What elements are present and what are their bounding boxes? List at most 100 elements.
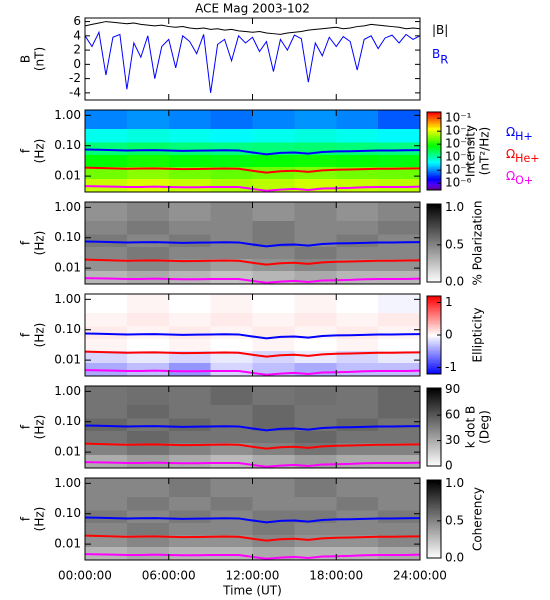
colorbar-step (427, 250, 441, 253)
colorbar-step (427, 406, 441, 408)
y-tick-label: 0.10 (54, 230, 81, 244)
heat-cell (336, 522, 379, 535)
y-tick-label: 1.00 (54, 292, 81, 306)
colorbar-step (427, 541, 441, 543)
heat-cell (252, 534, 295, 548)
colorbar-step (427, 402, 441, 405)
heat-cell (126, 313, 169, 327)
heat-cell (252, 350, 295, 364)
colorbar-step (427, 542, 441, 545)
colorbar-step (427, 550, 441, 552)
colorbar-step (427, 222, 441, 224)
heat-cell (126, 338, 169, 351)
colorbar-step (427, 533, 441, 536)
y-tick-label: 0.01 (54, 353, 81, 367)
colorbar-tick-label: 0 (445, 459, 453, 473)
colorbar-step (427, 370, 441, 372)
y-tick-label: 0.10 (54, 322, 81, 336)
heat-cell (210, 246, 253, 259)
colorbar-step (427, 117, 441, 119)
colorbar-step (427, 169, 441, 171)
colorbar-step (427, 486, 441, 489)
ion-line (84, 148, 421, 156)
legend-label: ΩHe+ (506, 147, 540, 166)
legend-name: |B| (432, 23, 448, 37)
colorbar-step (427, 183, 441, 186)
y-tick-label: 0 (73, 57, 81, 71)
colorbar-step (427, 126, 441, 129)
colorbar-step (427, 211, 441, 214)
colorbar-step (427, 164, 441, 166)
heat-cell (210, 405, 253, 419)
heat-cell (378, 405, 420, 419)
y-tick-label: 0.01 (54, 445, 81, 459)
colorbar-step (427, 241, 441, 244)
heat-cell (126, 221, 169, 235)
heat-cell (252, 129, 295, 143)
colorbar-step (427, 341, 441, 344)
colorbar-step (427, 244, 441, 247)
colorbar-tick-label: 0.0 (445, 551, 464, 565)
heat-cell (378, 166, 420, 180)
heat-cell (210, 142, 253, 155)
colorbar-frame (426, 387, 442, 467)
colorbar-step (427, 451, 441, 454)
heat-cell (336, 326, 379, 339)
heat-cell (336, 478, 379, 498)
colorbar-step (427, 515, 441, 517)
heat-cell (378, 142, 420, 155)
heat-cell (85, 338, 127, 351)
colorbar-step (427, 318, 441, 320)
colorbar-step (427, 507, 441, 510)
heat-cell (294, 294, 337, 314)
colorbar-step (427, 228, 441, 231)
colorbar-step (427, 364, 441, 367)
colorbar-step (427, 393, 441, 395)
colorbar-step (427, 332, 441, 335)
heat-cell (168, 221, 211, 235)
colorbar-step (427, 272, 441, 275)
heat-cell (252, 510, 295, 523)
colorbar-step (427, 412, 441, 415)
colorbar-step (427, 324, 441, 327)
heat-cell (336, 363, 379, 376)
y-axis-label: (Hz) (33, 139, 47, 164)
colorbar-step (427, 136, 441, 139)
colorbar-step (427, 434, 441, 437)
colorbar-step (427, 127, 441, 130)
heat-cell (378, 478, 420, 498)
colorbar-step (427, 254, 441, 257)
heat-cell (378, 497, 420, 511)
colorbar-step (427, 401, 441, 403)
heat-cell (168, 326, 211, 339)
heat-cell (168, 363, 211, 376)
colorbar-step (427, 252, 441, 254)
heat-cell (168, 313, 211, 327)
colorbar-label: Coherency (471, 487, 485, 551)
colorbar-step (427, 303, 441, 306)
heat-cell (378, 363, 420, 376)
heat-cell (210, 234, 253, 247)
legend-label: |B| (432, 23, 448, 37)
colorbar-step (427, 495, 441, 498)
heat-cell (294, 221, 337, 235)
heat-cell (168, 455, 211, 468)
colorbar-step (427, 513, 441, 516)
ion-line (84, 424, 421, 432)
colorbar-step (427, 543, 441, 546)
colorbar-step (427, 415, 441, 418)
colorbar-step (427, 421, 441, 424)
heat-cell (294, 534, 337, 548)
colorbar-tick-label: 30 (445, 433, 460, 447)
colorbar-step (427, 512, 441, 515)
colorbar-step (427, 262, 441, 265)
y-tick-label: 1.00 (54, 200, 81, 214)
heat-cell (85, 313, 127, 327)
colorbar-step (427, 547, 441, 550)
heat-cell (126, 202, 169, 222)
heat-cell (378, 313, 420, 327)
colorbar-step (427, 170, 441, 173)
heat-cell (168, 142, 211, 155)
colorbar-step (427, 175, 441, 178)
colorbar-step (427, 440, 441, 442)
